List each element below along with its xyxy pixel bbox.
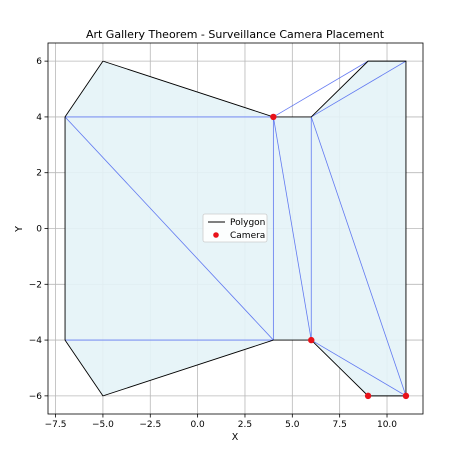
camera-point-2 (364, 392, 372, 400)
y-tick-label-4: 2 (36, 169, 42, 179)
legend-camera-swatch (213, 232, 219, 238)
y-axis-ticks: −6 −4 −2 0 2 4 6 (29, 57, 48, 402)
triangulation-edge-1 (64, 116, 274, 341)
y-tick-label-6: 6 (36, 57, 42, 67)
triangulation-edge-9 (311, 339, 407, 397)
chart-title: Art Gallery Theorem - Surveillance Camer… (86, 28, 385, 41)
x-tick-label-0: −7.5 (45, 420, 67, 430)
triangulation-edge-5 (272, 116, 312, 341)
camera-point-1 (308, 336, 315, 344)
y-tick-label-0: −6 (29, 392, 43, 402)
triangulation-edge-6 (311, 60, 407, 118)
legend-camera-label: Camera (230, 231, 265, 241)
triangulation-edge-8 (310, 116, 407, 396)
x-tick-label-5: 5.0 (285, 420, 300, 430)
camera-points (270, 113, 410, 400)
legend-polygon-label: Polygon (230, 218, 265, 228)
x-axis-ticks: −7.5 −5.0 −2.5 0.0 2.5 5.0 7.5 10.0 (45, 414, 397, 430)
x-tick-label-6: 7.5 (333, 420, 347, 430)
y-tick-label-2: −2 (29, 280, 42, 290)
y-tick-label-3: 0 (36, 225, 42, 235)
y-tick-label-5: 4 (36, 113, 42, 123)
y-axis-label: Y (14, 226, 25, 233)
triangulation-edges (64, 60, 407, 397)
x-tick-label-7: 10.0 (377, 420, 397, 430)
x-tick-label-1: −5.0 (92, 420, 114, 430)
triangulation-edge-7 (273, 60, 369, 118)
camera-point-3 (402, 392, 410, 400)
x-tick-label-3: 0.0 (190, 420, 205, 430)
legend: Polygon Camera (202, 213, 268, 243)
x-axis-label: X (232, 432, 239, 443)
legend-box (202, 213, 268, 243)
x-tick-label-4: 2.5 (238, 420, 252, 430)
x-tick-label-2: −2.5 (139, 420, 161, 430)
camera-point-0 (270, 113, 277, 121)
y-tick-label-1: −4 (29, 336, 43, 346)
